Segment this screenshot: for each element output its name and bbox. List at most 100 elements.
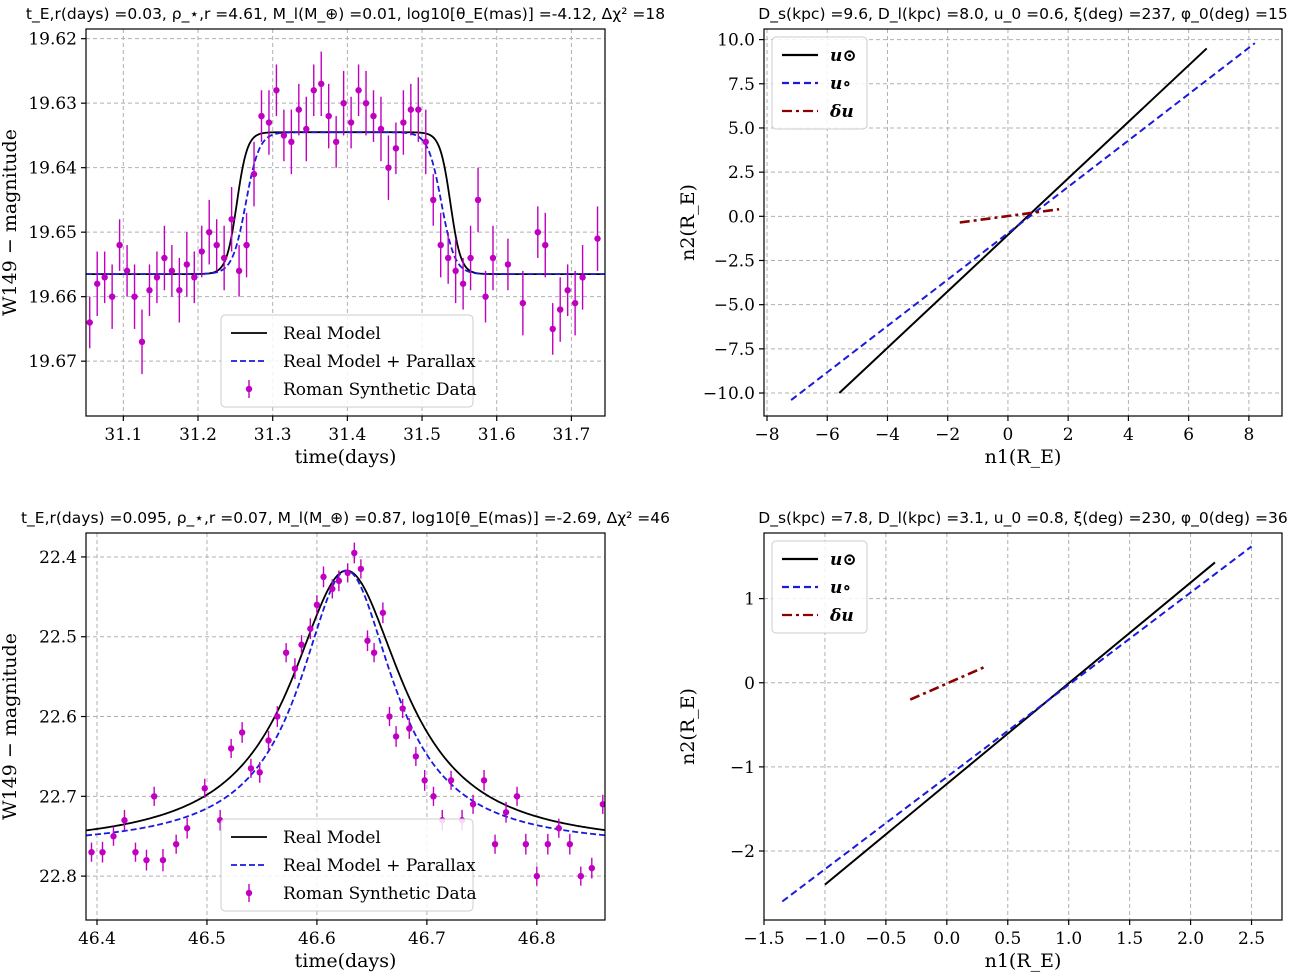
x-tick-label: 2.5 <box>1238 929 1265 949</box>
x-tick-label: 6 <box>1183 425 1194 445</box>
data-point <box>577 872 585 880</box>
legend-label: u⊙ <box>830 550 857 570</box>
data-point <box>344 569 351 577</box>
data-point <box>250 170 258 178</box>
data-point <box>291 665 299 672</box>
data-point <box>227 745 235 752</box>
legend-box <box>220 314 474 408</box>
y-tick-label: 19.66 <box>28 288 77 308</box>
data-point <box>116 241 123 249</box>
data-point <box>544 840 552 848</box>
x-tick-label: 31.4 <box>328 425 366 445</box>
series-delta-u <box>909 664 988 701</box>
data-point <box>235 267 243 275</box>
chart-title: t_E,r(days) =0.095, ρ_⋆,r =0.07, M_l(M_⊕… <box>21 509 670 528</box>
data-point <box>168 267 176 275</box>
data-point <box>599 801 605 808</box>
y-tick-label: 19.64 <box>28 159 77 179</box>
data-point <box>594 235 601 242</box>
data-point <box>437 241 444 249</box>
y-tick-label: 22.4 <box>39 548 77 568</box>
plot-frame <box>763 28 1283 417</box>
data-point <box>131 293 138 300</box>
y-tick-label: −1 <box>730 758 755 778</box>
legend-swatch <box>245 889 253 897</box>
data-point <box>392 733 400 740</box>
series-delta-u <box>959 207 1060 224</box>
data-point <box>332 138 340 146</box>
legend-label: Real Model <box>283 324 381 344</box>
plot-frame <box>85 532 606 921</box>
y-tick-label: 22.6 <box>39 708 77 728</box>
y-tick-label: 19.65 <box>28 223 77 243</box>
data-point <box>123 267 131 275</box>
data-point <box>571 299 579 307</box>
x-tick-label: 4 <box>1123 425 1134 445</box>
data-point <box>247 765 255 772</box>
x-tick-label: 0.0 <box>933 929 960 949</box>
legend-label: u⊙ <box>830 46 857 66</box>
data-point <box>153 274 161 281</box>
data-point <box>566 840 574 848</box>
data-point <box>183 825 191 832</box>
data-point <box>256 769 263 776</box>
data-point <box>86 319 93 326</box>
data-point <box>452 267 459 275</box>
y-tick-label: 19.62 <box>28 30 77 50</box>
data-point <box>206 228 213 236</box>
data-point <box>513 793 521 800</box>
data-point <box>385 164 392 171</box>
data-point <box>422 138 429 146</box>
x-tick-label: 31.3 <box>254 425 292 445</box>
data-point <box>318 80 325 88</box>
chart-2: −8 −6 −4 −2 0 2 4 6 8 10.0 7.5 5.0 2.5 0.0 −2.5 −5.0 −7.… <box>677 5 1288 468</box>
series-u-sun <box>838 47 1208 394</box>
legend-label: Real Model + Parallax <box>283 352 476 372</box>
plot-area <box>781 545 1253 903</box>
data-point <box>159 856 167 864</box>
y-tick-label: −2.5 <box>714 251 755 271</box>
x-axis-label: time(days) <box>295 950 397 972</box>
data-point <box>310 87 317 94</box>
x-tick-label: 31.5 <box>403 425 441 445</box>
data-point <box>143 856 150 864</box>
data-point <box>400 119 407 126</box>
legend: u⊙ u∘ δu <box>771 36 868 130</box>
x-axis-label: n1(R_E) <box>985 950 1062 972</box>
data-point <box>377 125 385 133</box>
data-point <box>467 254 474 262</box>
data-point <box>444 254 452 262</box>
data-point <box>150 793 158 800</box>
data-point <box>357 565 365 573</box>
data-point <box>502 809 510 816</box>
legend-label: δu <box>829 606 854 626</box>
y-tick-label: −2 <box>730 842 755 862</box>
data-point <box>415 106 422 113</box>
legend: Real Model Real Model + Parallax Roman Syn… <box>220 818 477 912</box>
data-point <box>335 577 343 585</box>
data-point <box>121 817 128 824</box>
x-tick-label: −8 <box>754 425 779 445</box>
chart-title: t_E,r(days) =0.03, ρ_⋆,r =4.61, M_l(M_⊕)… <box>26 5 665 24</box>
y-tick-label: 22.5 <box>39 628 77 648</box>
legend-swatch <box>245 385 253 393</box>
data-point <box>556 306 564 313</box>
series-u-observer <box>781 545 1253 903</box>
y-axis-label: n2(R_E) <box>677 184 699 261</box>
x-tick-label: 46.4 <box>78 929 116 949</box>
x-tick-label: −2 <box>935 425 960 445</box>
legend-label: Real Model + Parallax <box>283 856 476 876</box>
x-tick-label: −1.0 <box>804 929 845 949</box>
chart-3: 46.4 46.5 46.6 46.7 46.8 22.4 22.5 22.6 22.7 22.8… <box>0 509 670 972</box>
data-point <box>355 87 362 94</box>
data-point <box>430 793 437 800</box>
y-tick-label: 0 <box>744 674 755 694</box>
y-tick-label: 0.0 <box>728 207 755 227</box>
data-point <box>430 196 437 204</box>
data-point <box>320 573 327 581</box>
y-tick-label: 19.63 <box>28 94 77 114</box>
data-point <box>313 601 321 609</box>
data-point <box>183 261 191 268</box>
data-point <box>407 106 415 113</box>
x-tick-label: 46.5 <box>188 929 226 949</box>
